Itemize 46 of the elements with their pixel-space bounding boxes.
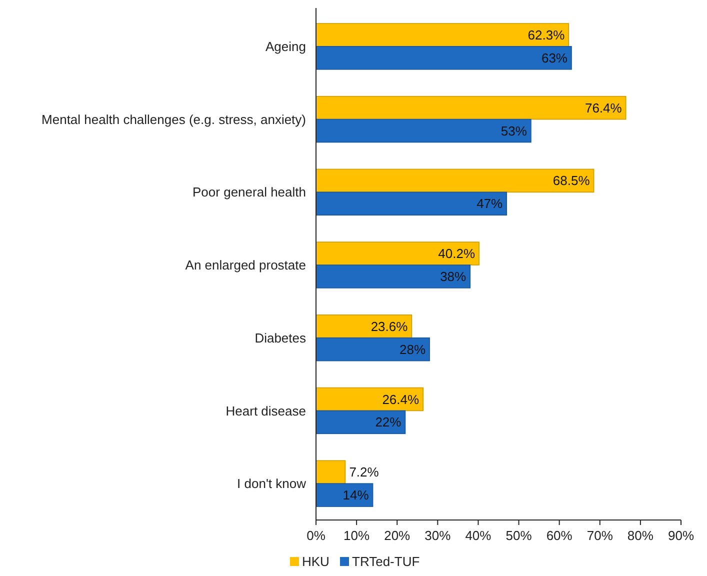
- x-tick-label: 0%: [306, 528, 326, 543]
- data-label: 7.2%: [349, 464, 380, 480]
- x-tick-label: 50%: [506, 528, 532, 543]
- data-label: 14%: [342, 488, 370, 503]
- bar: [316, 337, 430, 362]
- x-tick-label: 40%: [465, 528, 492, 543]
- bar: [316, 46, 572, 70]
- data-label: 38%: [440, 269, 467, 284]
- bar: [316, 118, 532, 143]
- y-tick-label: Diabetes: [254, 330, 306, 346]
- data-label: 28%: [400, 342, 426, 357]
- bar: [316, 96, 626, 120]
- legend-label: HKU: [302, 554, 330, 569]
- x-tick-label: 20%: [384, 528, 411, 543]
- x-tick-label: 90%: [668, 528, 694, 543]
- x-tick-label: 60%: [546, 528, 573, 543]
- legend-label: TRTed-TUF: [352, 554, 420, 569]
- data-label: 22%: [375, 414, 402, 430]
- bar: [316, 483, 374, 507]
- x-tick-label: 80%: [627, 528, 654, 543]
- x-tick-label: 10%: [344, 528, 370, 543]
- bar: [316, 168, 594, 193]
- y-tick-label: Poor general health: [192, 184, 306, 200]
- data-label: 53%: [500, 123, 528, 138]
- y-tick-label: Mental health challenges (e.g. stress, anxiety): [42, 112, 306, 127]
- x-tick-label: 30%: [424, 528, 452, 543]
- bar: [316, 410, 406, 434]
- data-label: 76.4%: [584, 100, 622, 116]
- bar: [316, 242, 480, 266]
- data-label: 68.5%: [552, 173, 590, 188]
- bar: [316, 192, 508, 216]
- y-tick-label: An enlarged prostate: [185, 258, 306, 273]
- data-label: 63%: [541, 50, 568, 66]
- data-label: 62.3%: [528, 28, 566, 43]
- y-tick-label: Heart disease: [226, 403, 306, 418]
- data-label: 40.2%: [438, 246, 476, 262]
- data-label: 23.6%: [370, 318, 408, 334]
- data-label: 26.4%: [382, 392, 420, 407]
- data-label: 47%: [476, 196, 504, 212]
- bar: [316, 460, 346, 484]
- bar: [316, 23, 570, 47]
- bar: [316, 264, 471, 288]
- x-tick-label: 70%: [586, 528, 614, 543]
- y-tick-label: Ageing: [266, 38, 306, 54]
- bar: [316, 387, 424, 412]
- y-tick-label: I don't know: [237, 476, 307, 492]
